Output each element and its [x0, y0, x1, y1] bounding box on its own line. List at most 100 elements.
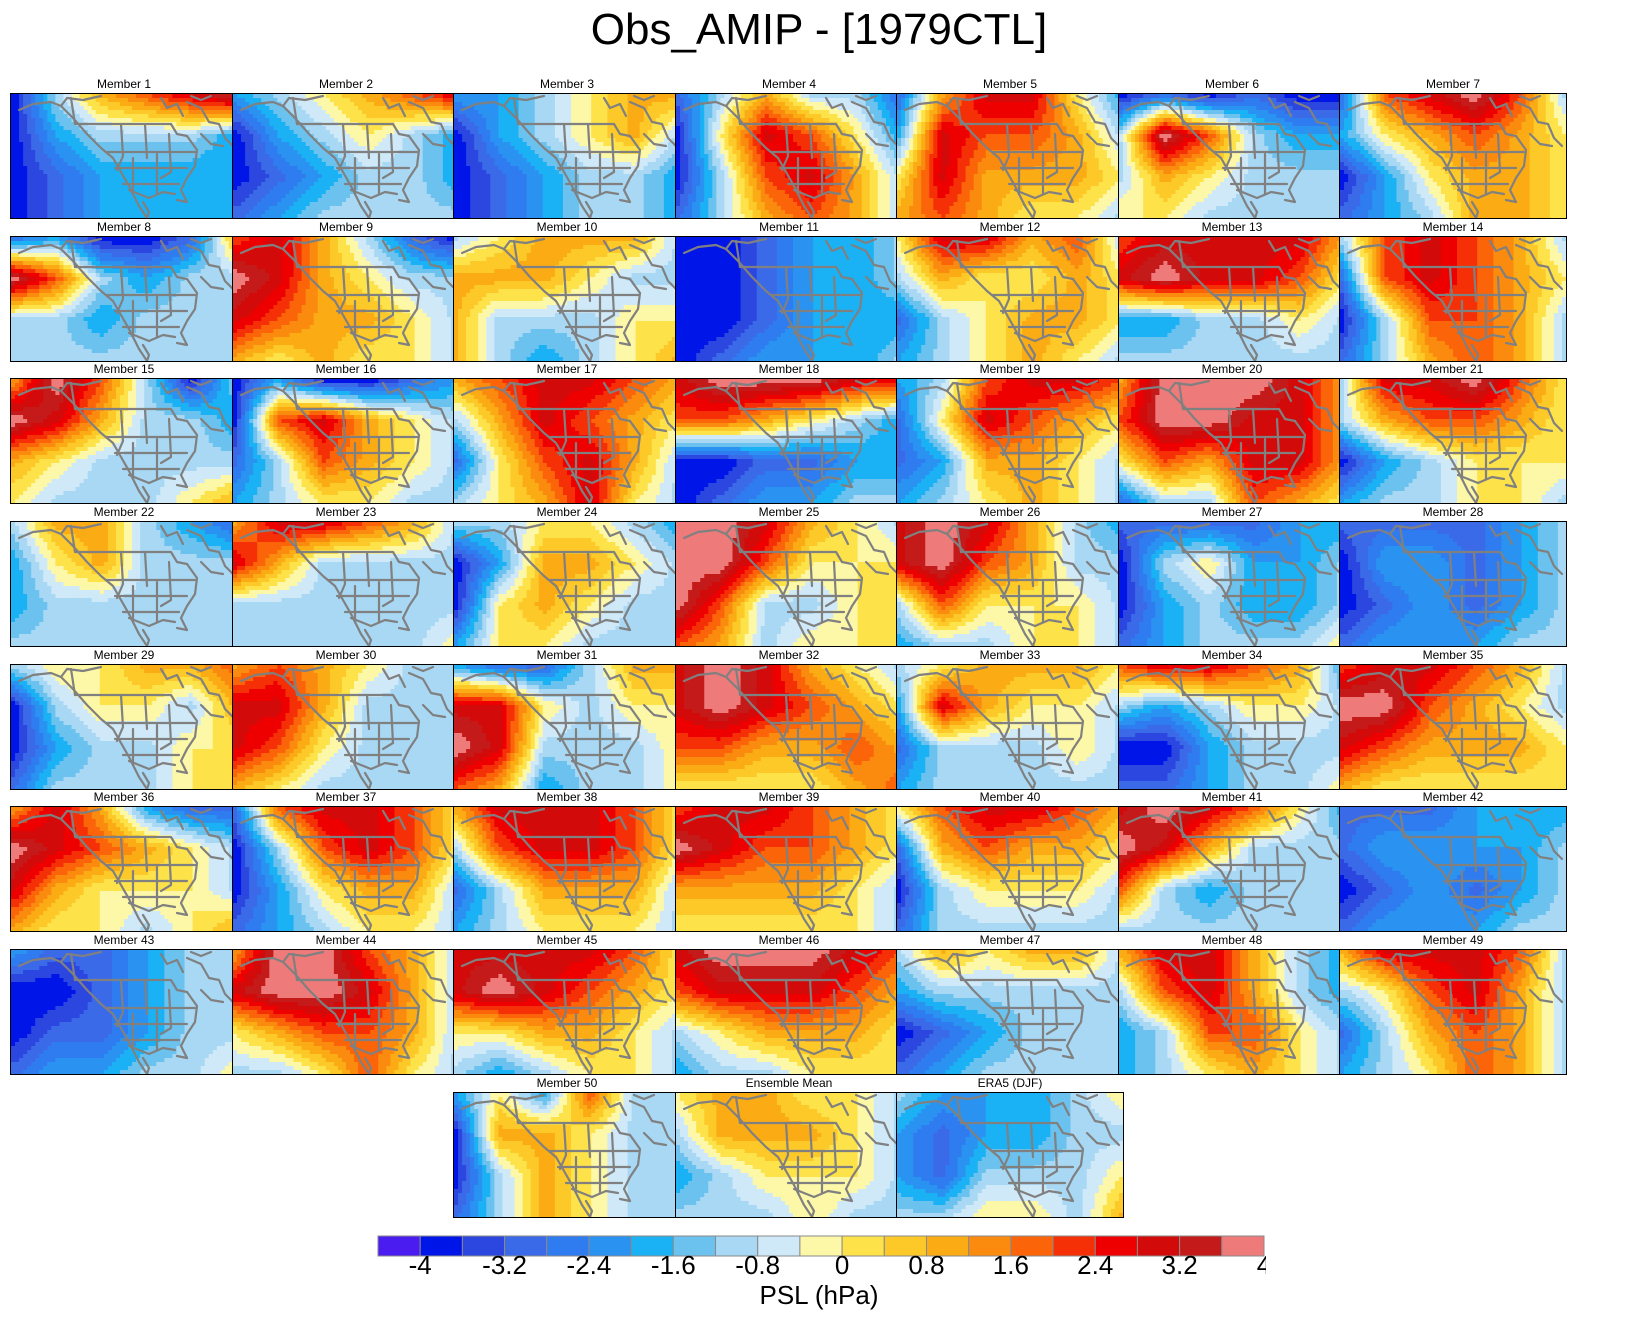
- heatmap-cell: [427, 214, 432, 218]
- heatmap-cell: [374, 142, 379, 147]
- heatmap-cell: [273, 142, 278, 147]
- heatmap-cell: [35, 146, 40, 151]
- heatmap-cell: [237, 190, 242, 195]
- heatmap-cell: [435, 138, 440, 143]
- heatmap-cell: [132, 206, 137, 211]
- heatmap-cell: [462, 198, 467, 203]
- heatmap-cell: [535, 106, 540, 111]
- heatmap-cell: [27, 146, 32, 151]
- heatmap-cell: [72, 158, 77, 163]
- heatmap-cell: [136, 142, 141, 147]
- heatmap-cell: [84, 102, 89, 107]
- heatmap-cell: [201, 170, 206, 175]
- heatmap-cell: [519, 182, 524, 187]
- heatmap-cell: [470, 146, 475, 151]
- heatmap-cell: [88, 198, 93, 203]
- heatmap-cell: [15, 166, 20, 171]
- heatmap-cell: [318, 174, 323, 179]
- heatmap-cell: [76, 202, 81, 207]
- heatmap-cell: [664, 154, 669, 159]
- heatmap-cell: [294, 206, 299, 211]
- heatmap-cell: [411, 130, 416, 135]
- heatmap-cell: [233, 150, 238, 155]
- heatmap-cell: [19, 126, 24, 131]
- heatmap-cell: [587, 118, 592, 123]
- heatmap-cell: [571, 110, 576, 115]
- heatmap-cell: [628, 130, 633, 135]
- heatmap-cell: [648, 190, 653, 195]
- heatmap-cell: [664, 186, 669, 191]
- heatmap-cell: [640, 138, 645, 143]
- heatmap-cell: [330, 110, 335, 115]
- heatmap-cell: [124, 170, 129, 175]
- heatmap-cell: [366, 110, 371, 115]
- heatmap-cell: [261, 210, 266, 215]
- heatmap-cell: [11, 142, 16, 147]
- heatmap-cell: [172, 146, 177, 151]
- heatmap-cell: [382, 142, 387, 147]
- heatmap-cell: [591, 134, 596, 139]
- heatmap-cell: [39, 162, 44, 167]
- heatmap-cell: [462, 138, 467, 143]
- heatmap-cell: [116, 190, 121, 195]
- heatmap-cell: [84, 202, 89, 207]
- heatmap-cell: [482, 166, 487, 171]
- heatmap-cell: [164, 178, 169, 183]
- heatmap-cell: [350, 118, 355, 123]
- heatmap-cell: [51, 142, 56, 147]
- heatmap-cell: [80, 186, 85, 191]
- heatmap-cell: [185, 118, 190, 123]
- heatmap-cell: [394, 214, 399, 218]
- heatmap-cell: [124, 98, 129, 103]
- heatmap-cell: [346, 94, 351, 99]
- heatmap-cell: [233, 154, 238, 159]
- heatmap-cell: [394, 110, 399, 115]
- heatmap-cell: [342, 210, 347, 215]
- heatmap-cell: [72, 198, 77, 203]
- heatmap-cell: [482, 178, 487, 183]
- heatmap-cell: [474, 198, 479, 203]
- heatmap-cell: [318, 102, 323, 107]
- heatmap-cell: [403, 126, 408, 131]
- heatmap-cell: [273, 122, 278, 127]
- heatmap-cell: [55, 174, 60, 179]
- heatmap-cell: [160, 170, 165, 175]
- heatmap-cell: [551, 194, 556, 199]
- heatmap-cell: [567, 110, 572, 115]
- heatmap-cell: [116, 198, 121, 203]
- heatmap-cell: [164, 158, 169, 163]
- heatmap-cell: [431, 102, 436, 107]
- heatmap-cell: [152, 202, 157, 207]
- heatmap-cell: [350, 126, 355, 131]
- heatmap-cell: [527, 194, 532, 199]
- heatmap-cell: [447, 174, 452, 179]
- heatmap-cell: [55, 134, 60, 139]
- heatmap-cell: [362, 110, 367, 115]
- heatmap-cell: [527, 174, 532, 179]
- heatmap-cell: [559, 114, 564, 119]
- heatmap-cell: [535, 102, 540, 107]
- heatmap-cell: [112, 202, 117, 207]
- heatmap-cell: [591, 102, 596, 107]
- heatmap-cell: [55, 142, 60, 147]
- heatmap-cell: [104, 178, 109, 183]
- heatmap-cell: [281, 194, 286, 199]
- heatmap-cell: [273, 118, 278, 123]
- heatmap-cell: [390, 118, 395, 123]
- heatmap-cell: [47, 194, 52, 199]
- heatmap-cell: [55, 138, 60, 143]
- heatmap-cell: [189, 206, 194, 211]
- heatmap-cell: [628, 114, 633, 119]
- heatmap-cell: [197, 162, 202, 167]
- heatmap-cell: [221, 186, 226, 191]
- heatmap-cell: [108, 178, 113, 183]
- heatmap-cell: [96, 154, 101, 159]
- heatmap-cell: [306, 178, 311, 183]
- map-heatmap: [233, 94, 459, 218]
- heatmap-cell: [39, 182, 44, 187]
- heatmap-cell: [253, 110, 258, 115]
- heatmap-cell: [148, 130, 153, 135]
- heatmap-cell: [656, 154, 661, 159]
- heatmap-cell: [185, 114, 190, 119]
- heatmap-cell: [152, 134, 157, 139]
